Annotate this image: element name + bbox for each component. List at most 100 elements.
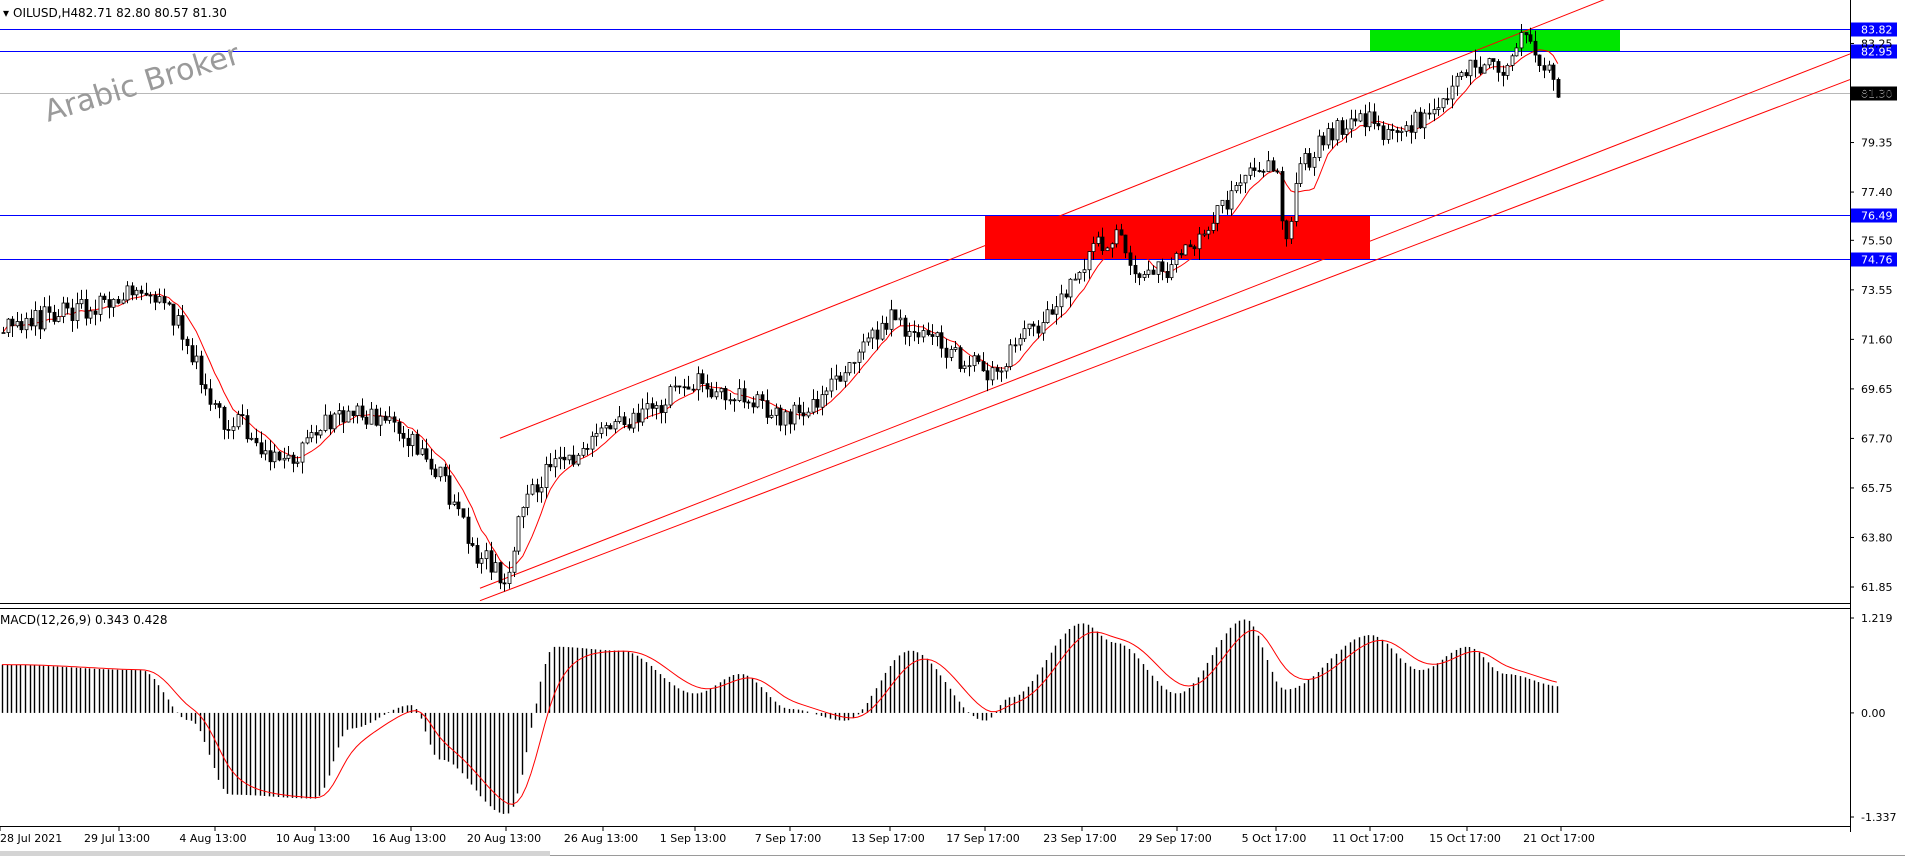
- candle-bull: [1068, 278, 1073, 298]
- candle-bear: [240, 414, 245, 416]
- candle-bull: [1202, 233, 1207, 236]
- candle-bear: [351, 410, 356, 416]
- candle-bull: [1404, 125, 1409, 132]
- candle-bull: [323, 414, 328, 431]
- candle-bull: [525, 493, 530, 508]
- candle-bull: [479, 558, 484, 564]
- candle-bear: [392, 416, 397, 423]
- candle-bull: [806, 411, 811, 417]
- candle-bear: [401, 432, 406, 439]
- channel-line[interactable]: [479, 53, 1851, 589]
- candle-bull: [829, 378, 834, 392]
- candle-bear: [1151, 269, 1156, 275]
- candle-bear: [1050, 309, 1055, 315]
- candle-bear: [1473, 59, 1478, 68]
- candle-bull: [157, 296, 162, 303]
- header-arrow-icon: ▾: [3, 6, 9, 20]
- candle-bear: [162, 296, 167, 304]
- candle-bull: [346, 410, 351, 423]
- candle-bull: [567, 454, 572, 461]
- candle-bull: [1459, 72, 1464, 77]
- candle-bear: [1340, 120, 1345, 135]
- support-zone[interactable]: [985, 215, 1370, 260]
- candle-bull: [1008, 344, 1013, 367]
- candle-bear: [116, 298, 121, 304]
- channel-line[interactable]: [479, 79, 1851, 602]
- candle-bull: [420, 448, 425, 455]
- candle-bull: [98, 295, 103, 315]
- candle-bear: [70, 307, 75, 322]
- candles-layer: [1, 23, 1561, 592]
- time-tick-label: 15 Oct 17:00: [1429, 832, 1501, 845]
- candle-bull: [1215, 205, 1220, 224]
- candle-bull: [774, 407, 779, 416]
- candle-bear: [535, 484, 540, 493]
- candle-bull: [236, 414, 241, 428]
- candle-bear: [1556, 79, 1561, 98]
- candle-bull: [516, 516, 521, 552]
- candle-bear: [1390, 129, 1395, 131]
- candle-bull: [654, 405, 659, 409]
- candle-bear: [47, 306, 52, 313]
- candle-bear: [548, 463, 553, 468]
- candle-bear: [429, 458, 434, 470]
- candle-bear: [144, 292, 149, 296]
- candle-bull: [1266, 160, 1271, 172]
- candle-bull: [953, 347, 958, 350]
- candle-bull: [125, 285, 130, 301]
- level-lines-layer: 83.82 82.95 76.49 74.76 81.30: [0, 22, 1897, 267]
- candle-bear: [65, 302, 70, 309]
- scrollbar-thumb[interactable]: [0, 851, 550, 856]
- candle-bull: [590, 435, 595, 450]
- candle-bull: [1077, 272, 1082, 280]
- price-tick-label: 71.60: [1861, 333, 1893, 346]
- candle-bear: [686, 386, 691, 390]
- candle-bull: [1312, 157, 1317, 168]
- candle-bear: [102, 295, 107, 300]
- candle-bear: [360, 405, 365, 418]
- candle-bull: [1432, 109, 1437, 115]
- candle-bear: [466, 516, 471, 544]
- candle-bear: [893, 309, 898, 321]
- candle-bull: [847, 362, 852, 374]
- time-tick-label: 21 Oct 17:00: [1523, 832, 1595, 845]
- candle-bear: [1330, 128, 1335, 141]
- candle-bull: [1197, 233, 1202, 250]
- candle-bear: [364, 416, 369, 425]
- candle-bull: [1317, 135, 1322, 158]
- candle-bull: [820, 394, 825, 408]
- candle-bear: [691, 388, 696, 391]
- candle-bear: [958, 347, 963, 369]
- candle-bear: [226, 429, 231, 431]
- price-tick-label: 61.85: [1861, 581, 1893, 594]
- candle-bear: [1372, 111, 1377, 124]
- candle-bear: [1542, 65, 1547, 71]
- price-tick-label: 75.50: [1861, 234, 1893, 247]
- candle-bull: [1248, 167, 1253, 176]
- candle-bull: [1041, 322, 1046, 334]
- candle-bull: [1294, 183, 1299, 222]
- candle-bear: [1418, 111, 1423, 129]
- candle-bull: [378, 415, 383, 426]
- price-tick-label: 63.80: [1861, 531, 1893, 544]
- candle-bull: [1091, 243, 1096, 252]
- candle-bear: [1524, 32, 1529, 36]
- candle-bull: [33, 310, 38, 327]
- candle-bear: [406, 437, 411, 447]
- macd-tick-label: -1.337: [1861, 811, 1896, 824]
- candle-bull: [1441, 98, 1446, 109]
- channel-line[interactable]: [499, 0, 1850, 439]
- time-tick-label: 29 Sep 17:00: [1138, 832, 1211, 845]
- candle-bull: [1468, 59, 1473, 77]
- candle-bear: [185, 338, 190, 347]
- candle-bear: [148, 294, 153, 297]
- level-price-label: 74.76: [1861, 254, 1893, 267]
- resistance-zone[interactable]: [1370, 29, 1620, 52]
- candle-bear: [245, 415, 250, 440]
- candle-bull: [6, 318, 11, 333]
- candle-bull: [880, 322, 885, 340]
- candle-bull: [410, 433, 415, 447]
